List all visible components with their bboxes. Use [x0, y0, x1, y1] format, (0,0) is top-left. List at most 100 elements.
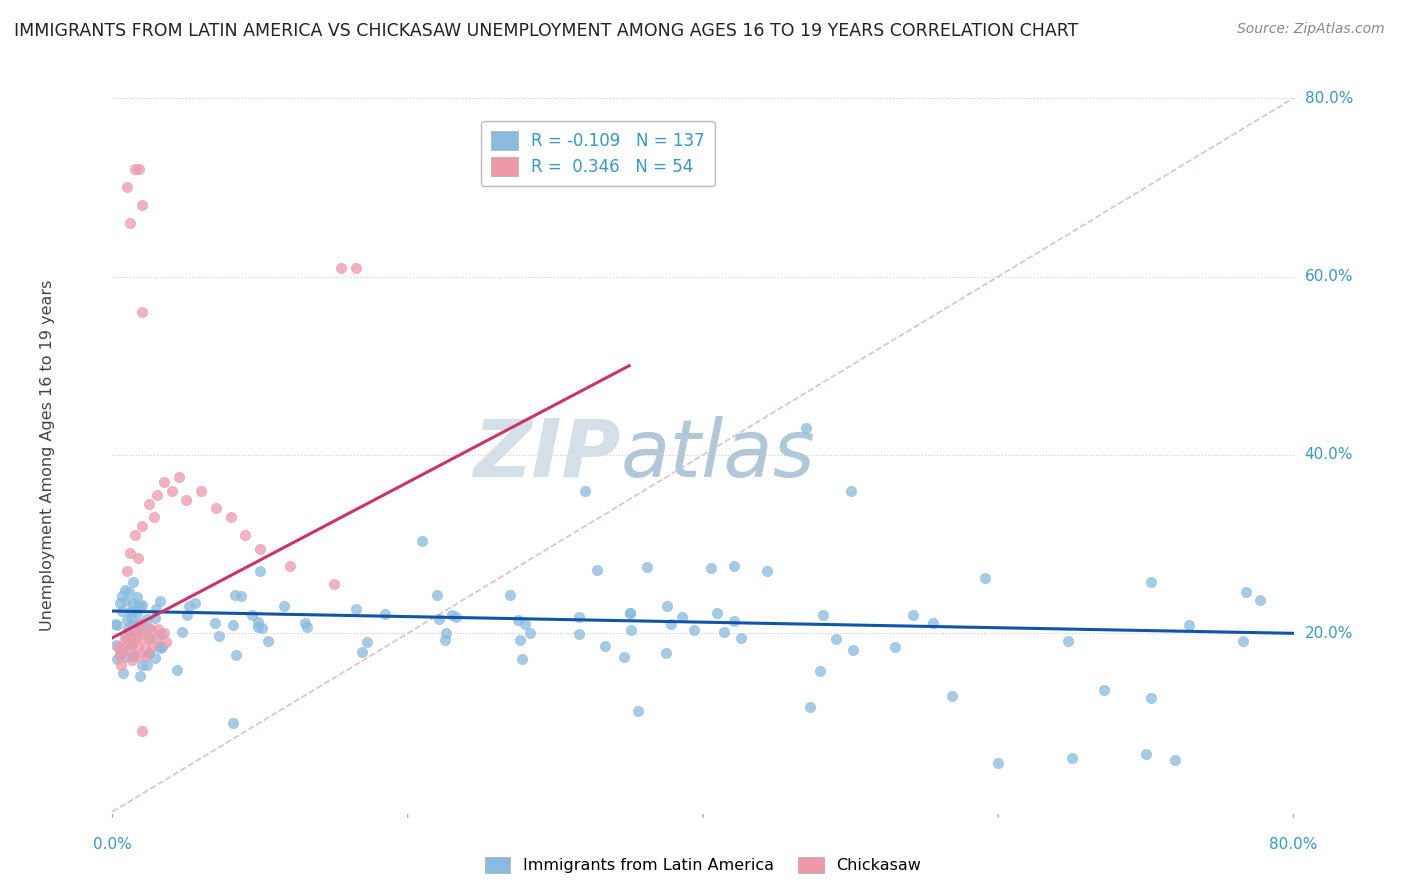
Point	[426, 588, 449, 602]
Point	[574, 483, 596, 498]
Point	[122, 617, 145, 632]
Point	[434, 625, 457, 640]
Point	[205, 501, 228, 516]
Point	[987, 756, 1010, 770]
Point	[941, 690, 963, 704]
Point	[104, 617, 127, 632]
Point	[799, 700, 821, 714]
Point	[723, 558, 745, 573]
Point	[138, 631, 160, 645]
Text: IMMIGRANTS FROM LATIN AMERICA VS CHICKASAW UNEMPLOYMENT AMONG AGES 16 TO 19 YEAR: IMMIGRANTS FROM LATIN AMERICA VS CHICKAS…	[14, 22, 1078, 40]
Point	[756, 564, 779, 578]
Point	[107, 640, 129, 654]
Point	[135, 612, 157, 626]
Point	[619, 606, 641, 620]
Point	[105, 638, 128, 652]
Point	[219, 510, 242, 524]
Point	[122, 648, 145, 663]
Point	[620, 623, 643, 637]
Point	[593, 640, 616, 654]
Point	[129, 599, 152, 613]
Point	[1140, 691, 1163, 706]
Point	[134, 640, 156, 654]
Point	[446, 610, 468, 624]
Point	[110, 657, 132, 672]
Point	[654, 646, 676, 660]
Text: ZIP: ZIP	[472, 416, 620, 494]
Text: 40.0%: 40.0%	[1305, 448, 1353, 462]
Point	[295, 620, 318, 634]
Point	[146, 631, 169, 645]
Point	[131, 305, 153, 319]
Point	[136, 621, 159, 635]
Point	[706, 606, 728, 620]
Point	[730, 632, 752, 646]
Point	[247, 615, 270, 629]
Point	[118, 626, 141, 640]
Text: Source: ZipAtlas.com: Source: ZipAtlas.com	[1237, 22, 1385, 37]
Point	[125, 631, 148, 645]
Point	[294, 615, 316, 630]
Point	[434, 632, 457, 647]
Point	[671, 610, 693, 624]
Legend: Immigrants from Latin America, Chickasaw: Immigrants from Latin America, Chickasaw	[478, 850, 928, 880]
Point	[883, 640, 905, 654]
Point	[131, 724, 153, 739]
Point	[723, 614, 745, 628]
Point	[973, 571, 995, 585]
Point	[117, 621, 139, 635]
Point	[114, 629, 136, 643]
Point	[184, 596, 207, 610]
Point	[1135, 747, 1157, 761]
Point	[112, 665, 135, 680]
Point	[111, 604, 134, 618]
Point	[167, 470, 190, 484]
Point	[127, 618, 149, 632]
Point	[111, 589, 134, 603]
Point	[120, 611, 142, 625]
Point	[657, 599, 679, 613]
Point	[115, 594, 138, 608]
Point	[127, 550, 149, 565]
Point	[120, 644, 142, 658]
Point	[247, 620, 270, 634]
Point	[153, 626, 176, 640]
Point	[1232, 633, 1254, 648]
Point	[179, 599, 201, 614]
Text: 60.0%: 60.0%	[1305, 269, 1353, 284]
Point	[131, 626, 153, 640]
Point	[148, 622, 170, 636]
Point	[138, 631, 160, 645]
Point	[411, 534, 433, 549]
Point	[323, 577, 346, 591]
Point	[249, 541, 271, 556]
Point	[122, 596, 145, 610]
Point	[131, 598, 153, 612]
Point	[111, 644, 134, 658]
Point	[115, 637, 138, 651]
Point	[160, 483, 183, 498]
Point	[149, 627, 172, 641]
Point	[108, 648, 131, 663]
Point	[350, 645, 373, 659]
Point	[841, 643, 863, 657]
Point	[142, 510, 165, 524]
Text: atlas: atlas	[620, 416, 815, 494]
Point	[124, 622, 146, 636]
Point	[176, 607, 198, 622]
Point	[129, 617, 152, 632]
Point	[1234, 585, 1257, 599]
Point	[115, 650, 138, 665]
Point	[225, 648, 247, 662]
Point	[149, 594, 172, 608]
Point	[441, 608, 464, 623]
Point	[121, 604, 143, 618]
Point	[224, 588, 246, 602]
Point	[172, 624, 194, 639]
Point	[148, 639, 170, 653]
Point	[1140, 574, 1163, 589]
Point	[117, 632, 139, 646]
Point	[122, 648, 145, 663]
Point	[124, 162, 146, 177]
Point	[713, 625, 735, 640]
